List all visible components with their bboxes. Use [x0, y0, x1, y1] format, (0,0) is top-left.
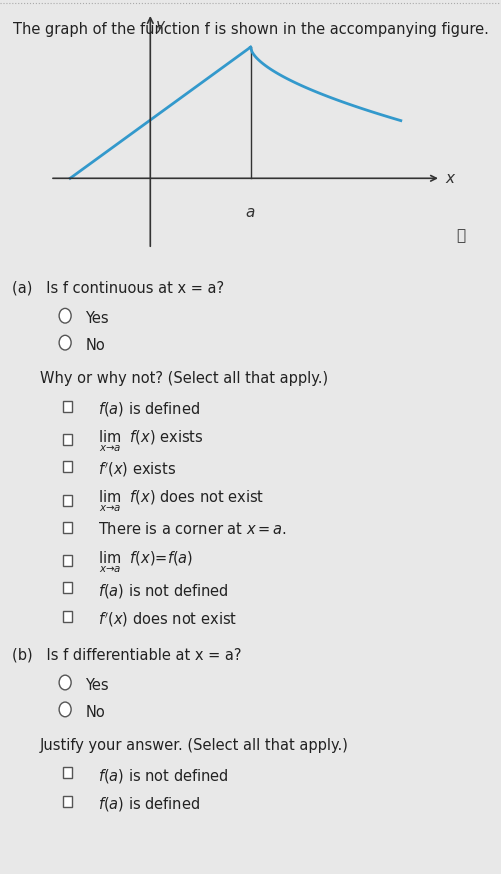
Text: No: No [85, 337, 105, 353]
Text: a: a [246, 205, 255, 219]
Text: $\lim_{x \to a}$  $f(x)$ does not exist: $\lim_{x \to a}$ $f(x)$ does not exist [98, 489, 264, 514]
Circle shape [59, 675, 71, 690]
Text: x: x [446, 170, 455, 186]
FancyBboxPatch shape [63, 400, 72, 412]
Text: Yes: Yes [85, 311, 109, 326]
FancyBboxPatch shape [63, 611, 72, 622]
Text: $f(a)$ is not defined: $f(a)$ is not defined [98, 766, 228, 785]
FancyBboxPatch shape [63, 461, 72, 472]
Text: Why or why not? (Select all that apply.): Why or why not? (Select all that apply.) [40, 371, 328, 386]
Text: The graph of the function f is shown in the accompanying figure.: The graph of the function f is shown in … [13, 22, 488, 37]
Text: $f(a)$ is not defined: $f(a)$ is not defined [98, 582, 228, 600]
Text: ⓘ: ⓘ [456, 228, 465, 244]
Circle shape [59, 702, 71, 717]
Text: There is a corner at $x = a$.: There is a corner at $x = a$. [98, 521, 287, 538]
FancyBboxPatch shape [63, 522, 72, 533]
FancyBboxPatch shape [63, 495, 72, 506]
Circle shape [59, 309, 71, 323]
FancyBboxPatch shape [63, 434, 72, 445]
FancyBboxPatch shape [63, 555, 72, 566]
Text: (b)   Is f differentiable at x = a?: (b) Is f differentiable at x = a? [12, 648, 241, 662]
Text: $f(a)$ is defined: $f(a)$ is defined [98, 795, 200, 814]
Text: Yes: Yes [85, 677, 109, 692]
Text: $f(a)$ is defined: $f(a)$ is defined [98, 400, 200, 418]
Text: No: No [85, 704, 105, 719]
Text: y: y [155, 18, 164, 33]
Text: $\lim_{x \to a}$  $f(x) = f(a)$: $\lim_{x \to a}$ $f(x) = f(a)$ [98, 550, 193, 575]
FancyBboxPatch shape [63, 767, 72, 779]
Circle shape [59, 336, 71, 350]
Text: (a)   Is f continuous at x = a?: (a) Is f continuous at x = a? [12, 281, 224, 295]
Text: Justify your answer. (Select all that apply.): Justify your answer. (Select all that ap… [40, 739, 349, 753]
FancyBboxPatch shape [63, 796, 72, 807]
Text: $\lim_{x \to a}$  $f(x)$ exists: $\lim_{x \to a}$ $f(x)$ exists [98, 428, 203, 454]
Text: $f'(x)$ does not exist: $f'(x)$ does not exist [98, 610, 237, 629]
FancyBboxPatch shape [63, 582, 72, 593]
Text: $f'(x)$ exists: $f'(x)$ exists [98, 461, 176, 479]
